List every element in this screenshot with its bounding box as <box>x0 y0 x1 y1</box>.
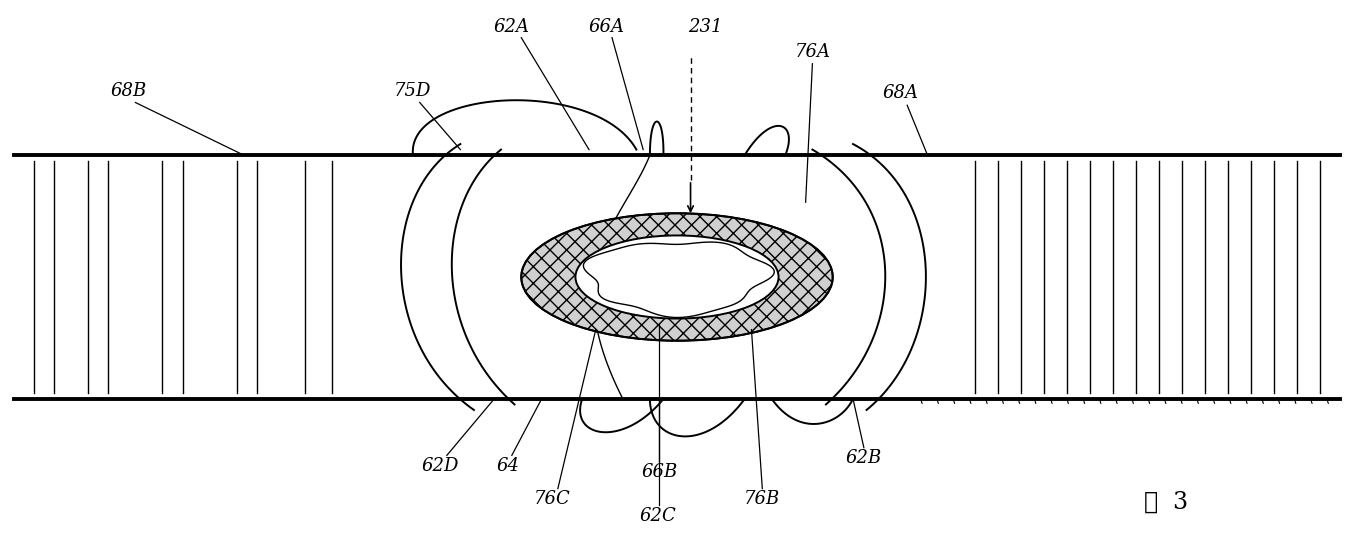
Text: 75D: 75D <box>394 82 432 100</box>
Circle shape <box>440 180 914 374</box>
Text: 66B: 66B <box>642 463 677 480</box>
Text: 64: 64 <box>497 457 519 475</box>
Circle shape <box>521 213 833 341</box>
Circle shape <box>575 235 779 319</box>
Text: 62C: 62C <box>639 507 677 525</box>
Polygon shape <box>584 242 774 317</box>
Text: 68A: 68A <box>883 85 918 102</box>
Circle shape <box>575 235 779 319</box>
Text: 76C: 76C <box>533 490 571 508</box>
Text: 图  3: 图 3 <box>1144 490 1189 514</box>
Text: 76A: 76A <box>795 43 830 61</box>
Bar <box>14 155 1340 399</box>
Text: 62A: 62A <box>494 18 529 36</box>
Text: 66A: 66A <box>589 18 624 36</box>
Text: 62B: 62B <box>846 449 881 466</box>
Text: 68B: 68B <box>111 82 146 100</box>
Text: 231: 231 <box>688 18 723 36</box>
Text: 62D: 62D <box>421 457 459 475</box>
Text: 76B: 76B <box>745 490 780 508</box>
